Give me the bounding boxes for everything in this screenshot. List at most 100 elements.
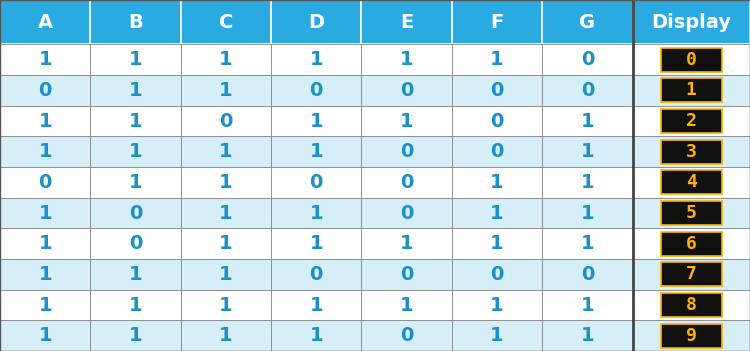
Text: 0: 0 [490,112,504,131]
Text: 1: 1 [38,296,52,314]
Bar [362,75,452,106]
Bar [0,167,90,198]
Bar [452,320,542,351]
Bar [271,259,362,290]
Bar [0,45,90,75]
Bar [542,45,632,75]
Text: 1: 1 [129,265,142,284]
Text: 5: 5 [686,204,697,222]
Bar [271,229,362,259]
Bar [452,229,542,259]
Text: 0: 0 [490,142,504,161]
Text: Display: Display [651,13,731,32]
Text: 1: 1 [38,234,52,253]
Bar [542,75,632,106]
Text: 0: 0 [38,173,52,192]
Text: 0: 0 [580,265,594,284]
Bar [542,320,632,351]
Bar [632,167,750,198]
Bar [271,137,362,167]
Bar [632,320,750,351]
Text: 1: 1 [580,173,594,192]
Text: 1: 1 [686,81,697,99]
Text: C: C [219,13,233,32]
Text: 1: 1 [400,296,413,314]
Bar [0,106,90,137]
Bar [452,75,542,106]
Text: 1: 1 [38,265,52,284]
Bar [632,106,750,137]
Text: 1: 1 [219,204,232,223]
Bar [181,198,271,229]
Text: 0: 0 [686,51,697,69]
Text: 0: 0 [129,204,142,223]
Text: 1: 1 [580,204,594,223]
Bar [362,259,452,290]
Bar [452,137,542,167]
Text: 1: 1 [38,50,52,69]
Text: 1: 1 [310,204,323,223]
Bar [542,290,632,320]
Bar [0,137,90,167]
Text: 4: 4 [686,173,697,191]
Text: D: D [308,13,324,32]
Bar [452,198,542,229]
Bar [181,229,271,259]
Bar [181,106,271,137]
Text: 9: 9 [686,327,697,345]
Text: 1: 1 [129,81,142,100]
Bar [661,232,722,256]
Text: 1: 1 [490,50,504,69]
Bar [661,109,722,133]
Bar [661,293,722,317]
Bar [271,0,362,45]
Bar [452,167,542,198]
Bar [542,229,632,259]
Text: 0: 0 [400,204,413,223]
Text: 1: 1 [490,234,504,253]
Text: 1: 1 [490,173,504,192]
Bar [271,167,362,198]
Bar [661,48,722,72]
Text: 1: 1 [219,142,232,161]
Text: 1: 1 [580,234,594,253]
Bar [90,290,181,320]
Text: 0: 0 [310,265,323,284]
Text: 1: 1 [219,173,232,192]
Bar [90,320,181,351]
Text: 0: 0 [580,81,594,100]
Bar [542,259,632,290]
Bar [661,263,722,286]
Text: G: G [579,13,596,32]
Text: 7: 7 [686,265,697,283]
Bar [632,0,750,45]
Text: 8: 8 [686,296,697,314]
Text: 1: 1 [580,326,594,345]
Text: 1: 1 [219,265,232,284]
Text: 6: 6 [686,235,697,253]
Text: 3: 3 [686,143,697,161]
Text: 1: 1 [490,326,504,345]
Text: 1: 1 [490,296,504,314]
Bar [542,137,632,167]
Bar [661,140,722,164]
Bar [632,198,750,229]
Bar [661,171,722,194]
Text: 1: 1 [219,296,232,314]
Text: 1: 1 [129,112,142,131]
Bar [362,45,452,75]
Bar [452,0,542,45]
Text: 1: 1 [129,326,142,345]
Bar [0,198,90,229]
Bar [271,198,362,229]
Bar [181,45,271,75]
Text: 0: 0 [400,81,413,100]
Text: F: F [490,13,503,32]
Text: 0: 0 [400,142,413,161]
Bar [362,198,452,229]
Text: 1: 1 [400,50,413,69]
Text: 1: 1 [580,142,594,161]
Bar [90,75,181,106]
Text: 0: 0 [580,50,594,69]
Text: 0: 0 [129,234,142,253]
